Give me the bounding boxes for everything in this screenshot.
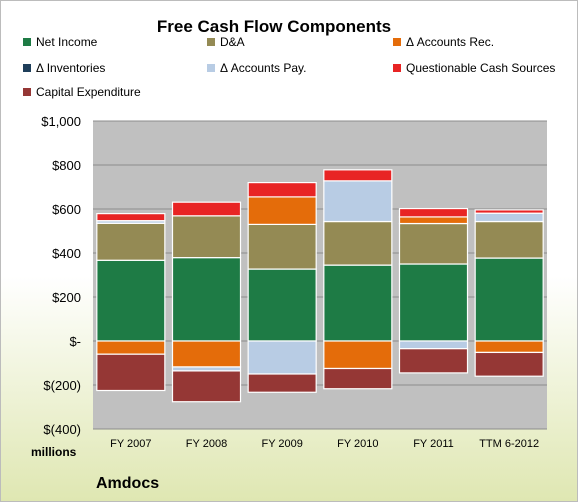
legend-swatch (23, 38, 31, 46)
legend-swatch (207, 38, 215, 46)
legend-label: D&A (220, 35, 245, 49)
bar-questionable-cash-sources (474, 209, 544, 214)
bar-d-a (247, 223, 317, 270)
bar-questionable-cash-sources (398, 207, 469, 218)
y-tick-label: $800 (52, 158, 81, 173)
legend-item-capital-expenditure: Capital Expenditure (23, 85, 141, 99)
x-tick-label: TTM 6-2012 (479, 438, 539, 450)
legend-label: Capital Expenditure (36, 85, 141, 99)
bar-d-a (323, 220, 393, 266)
bar-d-a (171, 215, 242, 259)
legend-label: Net Income (36, 35, 98, 49)
bar-accounts-rec (474, 340, 544, 354)
legend-swatch (23, 88, 31, 96)
y-tick-label: $- (69, 334, 81, 349)
bar-d-a (474, 220, 544, 259)
bar-accounts-rec (398, 216, 469, 225)
bar-capital-expenditure (398, 348, 469, 374)
legend: Net Income D&A Δ Accounts Rec. Δ Inventorie… (23, 35, 555, 99)
legend-label: Δ Inventories (36, 61, 105, 75)
x-tick-label: FY 2011 (413, 438, 454, 450)
x-tick-label: FY 2007 (110, 438, 151, 450)
legend-item-net-income: Net Income (23, 35, 98, 49)
x-tick-label: FY 2010 (337, 438, 378, 450)
bar-net-income (96, 259, 166, 342)
legend-item-accounts-pay: Δ Accounts Pay. (207, 61, 307, 75)
legend-item-d-a: D&A (207, 35, 245, 49)
bar-questionable-cash-sources (96, 213, 166, 222)
plot-area: $(400) $(200) $- $200 $400 $600 $800 $1,000 FY 2… (41, 114, 547, 450)
y-tick-label: $1,000 (41, 114, 81, 129)
legend-label: Δ Accounts Rec. (406, 35, 494, 49)
bar-net-income (398, 263, 469, 342)
bar-accounts-pay (247, 340, 317, 375)
bar-questionable-cash-sources (171, 201, 242, 217)
legend-item-accounts-rec: Δ Accounts Rec. (393, 35, 494, 49)
bar-questionable-cash-sources (323, 169, 393, 182)
legend-swatch (23, 64, 31, 72)
legend-swatch (393, 38, 401, 46)
bar-accounts-pay (398, 340, 469, 350)
bar-accounts-rec (323, 340, 393, 370)
bar-capital-expenditure (247, 373, 317, 393)
x-tick-label: FY 2009 (261, 438, 302, 450)
bar-net-income (171, 257, 242, 342)
bar-net-income (247, 268, 317, 342)
chart-title: Free Cash Flow Components (157, 17, 391, 36)
bar-d-a (398, 222, 469, 265)
y-tick-label: $(400) (43, 422, 81, 437)
bar-net-income (323, 264, 393, 342)
legend-swatch (207, 64, 215, 72)
y-tick-label: $(200) (43, 378, 81, 393)
legend-item-inventories: Δ Inventories (23, 61, 105, 75)
bar-capital-expenditure (474, 351, 544, 377)
y-tick-label: $400 (52, 246, 81, 261)
bar-capital-expenditure (171, 370, 242, 403)
legend-swatch (393, 64, 401, 72)
bar-accounts-pay (474, 212, 544, 223)
y-tick-label: $600 (52, 202, 81, 217)
bar-capital-expenditure (323, 367, 393, 390)
plot-background (93, 121, 547, 429)
bar-d-a (96, 222, 166, 261)
legend-label: Questionable Cash Sources (406, 61, 555, 75)
bar-capital-expenditure (96, 353, 166, 392)
legend-item-questionable-cash-sources: Questionable Cash Sources (393, 61, 555, 75)
y-tick-label: $200 (52, 290, 81, 305)
bar-accounts-rec (96, 340, 166, 355)
bar-accounts-pay (323, 180, 393, 223)
units-label: millions (31, 445, 77, 459)
bar-net-income (474, 257, 544, 342)
bar-accounts-rec (247, 196, 317, 225)
legend-label: Δ Accounts Pay. (220, 61, 307, 75)
x-tick-label: FY 2008 (186, 438, 227, 450)
company-name: Amdocs (96, 475, 159, 492)
bar-questionable-cash-sources (247, 182, 317, 198)
bar-accounts-rec (171, 340, 242, 368)
